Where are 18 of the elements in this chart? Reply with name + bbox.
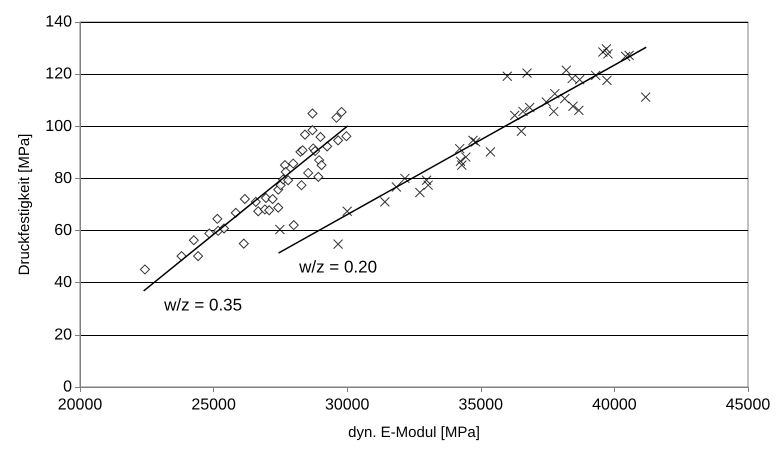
- y-tick-label: 120: [45, 66, 72, 83]
- y-tick-label: 60: [54, 222, 72, 240]
- annotation: w/z = 0.20: [298, 258, 378, 277]
- x-tick-label: 35000: [458, 396, 504, 414]
- annotation: w/z = 0.35: [163, 296, 242, 315]
- x-tick-label: 45000: [726, 396, 770, 414]
- y-tick-label: 80: [54, 170, 72, 187]
- y-tick-label: 0: [63, 378, 72, 396]
- y-tick-label: 100: [45, 118, 72, 135]
- y-tick-label: 40: [54, 274, 72, 292]
- x-tick-label: 20000: [58, 396, 102, 414]
- y-tick-label: 20: [54, 326, 72, 344]
- x-tick-label: 25000: [191, 396, 236, 414]
- x-tick-label: 30000: [324, 396, 370, 414]
- x-axis-title: dyn. E-Modul [MPa]: [348, 424, 480, 441]
- y-axis-title: Druckfestigkeit [MPa]: [16, 134, 33, 276]
- y-tick-label: 140: [45, 14, 72, 30]
- x-tick-label: 40000: [592, 396, 637, 414]
